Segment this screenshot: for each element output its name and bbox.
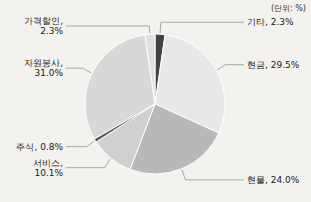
slice-label: 서비스,10.1%: [33, 158, 63, 178]
slice-label: 자원봉사,31.0%: [24, 58, 63, 78]
leader-line: [66, 26, 150, 33]
slice-label: 현물, 24.0%: [247, 175, 300, 185]
slice-label: 기타, 2.3%: [247, 17, 294, 27]
labels: 기타, 2.3% 현금, 29.5% 현물, 24.0% 서비스,10.1% 주식, 0…: [16, 16, 299, 185]
leader-line: [66, 159, 110, 168]
slice-label: 가격할인,2.3%: [24, 16, 63, 36]
leader-line: [160, 22, 244, 33]
slice-label: 주식, 0.8%: [16, 142, 63, 152]
pie: [85, 34, 225, 174]
leader-line: [182, 170, 244, 180]
slice-label: 현금, 29.5%: [247, 60, 300, 70]
leader-line: [66, 141, 94, 147]
chart: 기타, 2.3% 현금, 29.5% 현물, 24.0% 서비스,10.1% 주식, 0…: [0, 0, 311, 202]
leader-line: [66, 68, 91, 73]
pie-slice: [85, 35, 155, 139]
pie-slice: [145, 34, 155, 104]
unit-label: (단위: %): [271, 4, 306, 13]
leader-line: [217, 65, 244, 70]
